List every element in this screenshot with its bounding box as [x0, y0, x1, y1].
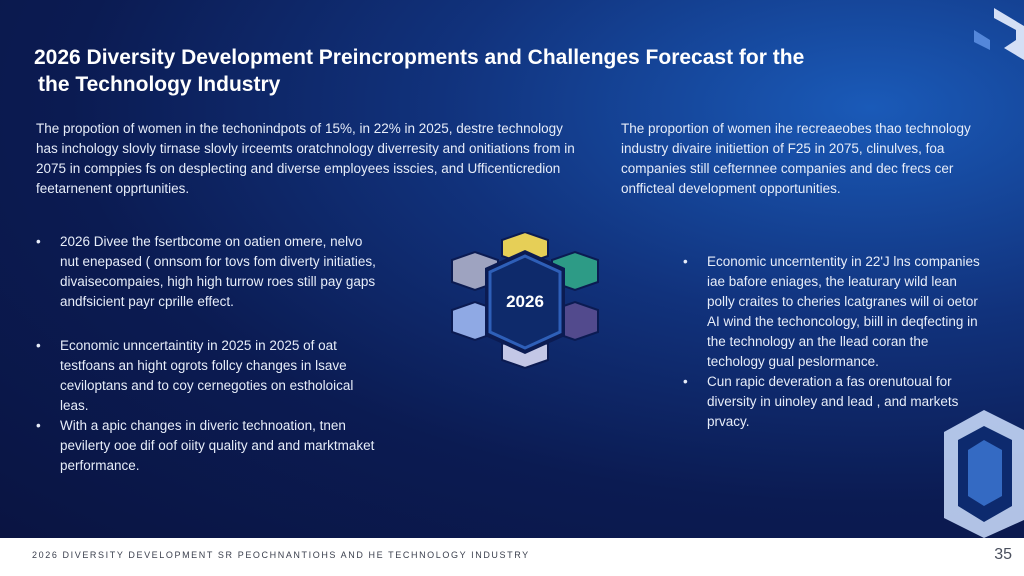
slide-title: 2026 Diversity Development Preincropment…	[34, 44, 914, 98]
left-bullet-3: With a apic changes in diveric technoati…	[36, 416, 376, 476]
footer-bar: 2026 DIVERSITY DEVELOPMENT SR PEOCHNANTI…	[0, 538, 1024, 576]
center-hex	[488, 254, 562, 350]
right-bullet-2: Cun rapic deveration a fas orenutoual fo…	[683, 372, 983, 432]
hexagon-cluster-graphic: 2026	[451, 232, 599, 370]
corner-decoration-bottom-right	[944, 410, 1024, 538]
title-line-2: the Technology Industry	[38, 73, 281, 96]
intro-paragraph-right: The proportion of women ihe recreaeobes …	[621, 121, 971, 196]
title-line-1: 2026 Diversity Development Preincropment…	[34, 46, 805, 69]
page-number: 35	[994, 546, 1012, 563]
corner-decoration-top-right	[974, 8, 1024, 60]
left-bullet-2: Economic unncertaintity in 2025 in 2025 …	[36, 336, 376, 416]
intro-paragraph-left: The propotion of women in the techonindp…	[36, 121, 575, 196]
center-year-label: 2026	[506, 292, 544, 311]
footer-title: 2026 DIVERSITY DEVELOPMENT SR PEOCHNANTI…	[32, 550, 530, 560]
slide: 2026 Diversity Development Preincropment…	[0, 0, 1024, 538]
left-bullet-1: 2026 Divee the fsertbcome on oatien omer…	[36, 232, 376, 312]
left-bullet-list: 2026 Divee the fsertbcome on oatien omer…	[36, 232, 376, 476]
right-bullet-1: Economic uncerntentity in 22'J lns compa…	[683, 252, 983, 372]
right-bullet-list: Economic uncerntentity in 22'J lns compa…	[683, 252, 983, 432]
